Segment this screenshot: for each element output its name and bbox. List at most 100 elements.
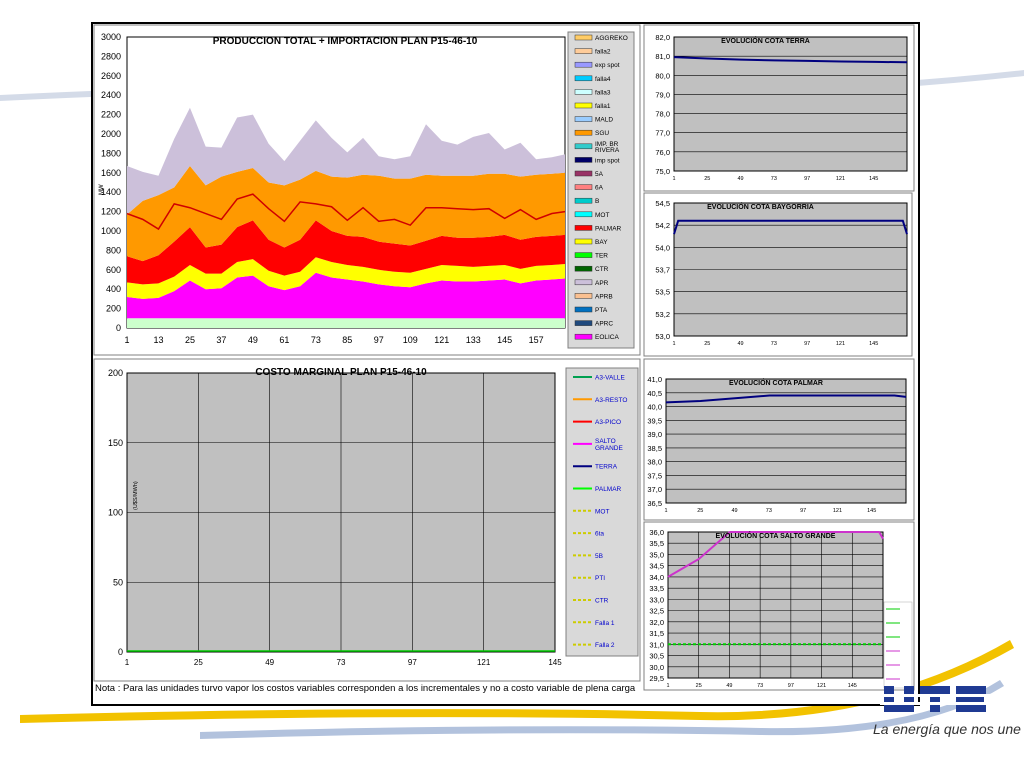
costo-ylabel: (U$S/MWh) xyxy=(133,481,139,510)
produccion-legend-swatch xyxy=(574,116,593,122)
saltogrande-series-line xyxy=(667,531,884,578)
terra-ytick-label: 82,0 xyxy=(655,33,670,42)
costo-legend-label: A3-RESTO xyxy=(595,397,627,404)
produccion-ytick-label: 1800 xyxy=(101,148,121,158)
costo-xtick-label: 25 xyxy=(194,658,203,667)
produccion-ytick-label: 1600 xyxy=(101,168,121,178)
produccion-area-apr xyxy=(127,107,565,215)
costo-legend-label: A3-PICO xyxy=(595,419,621,426)
saltogrande-ytick-label: 30,5 xyxy=(649,652,664,661)
produccion-legend-label: AGGREKO xyxy=(595,35,628,42)
produccion-xtick-label: 157 xyxy=(529,335,544,345)
produccion-area-eolica xyxy=(127,272,565,319)
produccion-legend-swatch xyxy=(574,102,593,109)
produccion-legend-swatch xyxy=(574,333,593,340)
chart-costo: 0 50 100 150 200 1 25 49 73 97 121 145 COSTO MARGINA… xyxy=(108,367,639,667)
costo-ytick-label: 150 xyxy=(108,438,123,448)
costo-title: COSTO MARGINAL PLAN P15-46-10 xyxy=(255,367,427,378)
baygorria-xtick-label: 121 xyxy=(836,341,845,347)
produccion-legend-label: APRB xyxy=(595,293,613,300)
produccion-legend-swatch xyxy=(574,238,593,245)
palmar-ytick-label: 38,5 xyxy=(647,444,662,453)
produccion-xtick-label: 97 xyxy=(374,335,384,345)
terra-ytick-label: 75,0 xyxy=(655,167,670,176)
chart-terra: 75,0 76,0 77,0 78,0 79,0 80,0 81,0 82,0 1 25 49 73 9… xyxy=(655,33,908,182)
saltogrande-xtick-label: 25 xyxy=(696,683,702,689)
produccion-legend-swatch xyxy=(574,197,593,204)
produccion-ytick-label: 2600 xyxy=(101,71,121,81)
produccion-xtick-label: 85 xyxy=(342,335,352,345)
saltogrande-legend-box xyxy=(883,601,913,689)
baygorria-ytick-label: 53,2 xyxy=(655,310,670,319)
costo-legend-label: SALTO xyxy=(595,438,616,445)
baygorria-ytick-label: 54,2 xyxy=(655,221,670,230)
costo-legend-label: Falla 2 xyxy=(595,642,615,649)
terra-xtick-label: 49 xyxy=(738,176,744,182)
terra-series-line xyxy=(673,56,908,64)
produccion-ytick-label: 2200 xyxy=(101,110,121,120)
baygorria-ytick-label: 53,0 xyxy=(655,332,670,341)
produccion-legend-label: falla4 xyxy=(595,76,611,83)
produccion-legend-label: CTR xyxy=(595,266,609,273)
produccion-ylabel: MW xyxy=(99,184,105,195)
produccion-xtick-label: 25 xyxy=(185,335,195,345)
costo-xtick-label: 49 xyxy=(265,658,274,667)
terra-ytick-label: 78,0 xyxy=(655,110,670,119)
produccion-legend-label: BAY xyxy=(595,239,608,246)
produccion-ytick-label: 400 xyxy=(106,284,121,294)
baygorria-xtick-label: 25 xyxy=(704,341,710,347)
footnote: Nota : Para las unidades turvo vapor los… xyxy=(95,683,636,694)
costo-legend-label: TERRA xyxy=(595,464,618,471)
saltogrande-ytick-label: 32,5 xyxy=(649,607,664,616)
saltogrande-plot-area xyxy=(667,531,884,679)
produccion-legend-swatch xyxy=(574,48,593,54)
terra-ytick-label: 81,0 xyxy=(655,52,670,61)
produccion-xtick-label: 61 xyxy=(279,335,289,345)
produccion-area-bay xyxy=(127,257,565,299)
costo-legend-label: 6ta xyxy=(595,531,604,538)
palmar-xtick-label: 97 xyxy=(800,508,806,514)
produccion-legend-swatch xyxy=(574,75,593,82)
produccion-legend-label: falla3 xyxy=(595,89,611,96)
produccion-legend-label: 5A xyxy=(595,171,604,178)
palmar-ytick-label: 37,5 xyxy=(647,471,662,480)
saltogrande-xtick-label: 73 xyxy=(757,683,763,689)
costo-legend-label: CTR xyxy=(595,598,609,605)
palmar-ytick-label: 40,5 xyxy=(647,389,662,398)
saltogrande-xtick-label: 145 xyxy=(848,683,857,689)
produccion-title: PRODUCCION TOTAL + IMPORTACION PLAN P15-… xyxy=(213,36,478,47)
palmar-xtick-label: 25 xyxy=(697,508,703,514)
produccion-xtick-label: 49 xyxy=(248,335,258,345)
baygorria-xtick-label: 145 xyxy=(869,341,878,347)
produccion-legend-swatch xyxy=(574,306,593,313)
produccion-line-sgu xyxy=(126,193,566,231)
terra-plot-area xyxy=(673,36,908,172)
saltogrande-ytick-label: 33,5 xyxy=(649,584,664,593)
produccion-legend-swatch xyxy=(574,293,593,299)
palmar-plot-area xyxy=(665,378,907,504)
terra-ytick-label: 80,0 xyxy=(655,71,670,80)
saltogrande-legend xyxy=(883,601,913,689)
produccion-legend-label: APR xyxy=(595,280,609,287)
palmar-ytick-label: 41,0 xyxy=(647,375,662,384)
ute-logo xyxy=(880,686,1000,712)
baygorria-series-line xyxy=(673,219,908,235)
produccion-ytick-label: 800 xyxy=(106,245,121,255)
produccion-ytick-label: 200 xyxy=(106,304,121,314)
produccion-legend-label: B xyxy=(595,198,599,205)
saltogrande-ytick-label: 32,0 xyxy=(649,618,664,627)
produccion-legend-label: falla2 xyxy=(595,49,611,56)
terra-ytick-label: 79,0 xyxy=(655,90,670,99)
saltogrande-ytick-label: 36,0 xyxy=(649,528,664,537)
produccion-legend-label: PTA xyxy=(595,307,608,314)
saltogrande-title: EVOLUCIÓN COTA SALTO GRANDE xyxy=(716,531,836,540)
produccion-legend-swatch xyxy=(574,170,593,177)
palmar-ytick-label: 39,5 xyxy=(647,416,662,425)
palmar-xtick-label: 73 xyxy=(766,508,772,514)
produccion-ytick-label: 0 xyxy=(116,323,121,333)
palmar-ytick-label: 39,0 xyxy=(647,430,662,439)
palmar-xtick-label: 145 xyxy=(867,508,876,514)
baygorria-ytick-label: 53,7 xyxy=(655,266,670,275)
